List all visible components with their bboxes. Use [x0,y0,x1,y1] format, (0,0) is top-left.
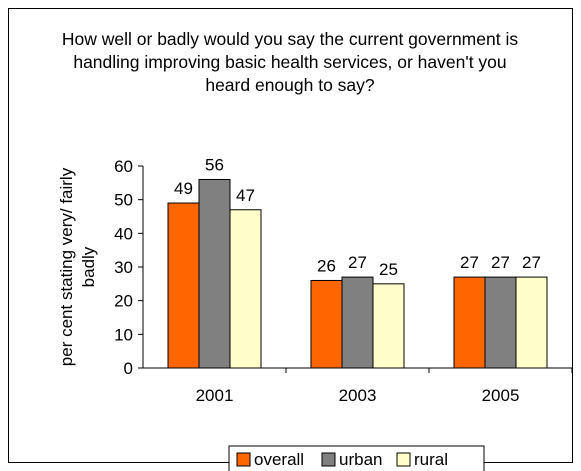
data-label-urban-2001: 56 [205,155,224,174]
legend-swatch-overall [236,452,251,467]
bar-overall-2005 [453,276,486,369]
y-tick-label: 10 [114,325,133,344]
y-tick-label: 60 [114,157,133,176]
y-axis-label-line-1: per cent stating very/ fairly [57,167,76,366]
bar-rural-2005 [515,276,548,369]
legend-label-rural: rural [414,450,448,469]
data-label-rural-2003: 25 [379,260,398,279]
bar-rural-2001 [229,209,262,369]
y-tick-label: 40 [114,224,133,243]
data-label-urban-2005: 27 [491,253,510,272]
y-tick-label: 20 [114,292,133,311]
bar-overall-2003 [310,279,343,369]
legend-label-overall: overall [254,450,304,469]
data-label-overall-2003: 26 [317,256,336,275]
category-label-2005: 2005 [482,386,520,405]
data-label-rural-2005: 27 [522,253,541,272]
y-tick-label: 50 [114,191,133,210]
chart-frame [8,8,573,463]
bar-overall-2001 [167,202,200,369]
y-tick-label: 0 [124,359,133,378]
data-label-overall-2005: 27 [460,253,479,272]
legend-swatch-urban [321,452,336,467]
chart-title: How well or badly would you say the curr… [61,29,519,95]
legend-swatch-rural [396,452,411,467]
data-label-urban-2003: 27 [348,253,367,272]
bar-rural-2003 [372,283,405,369]
legend-label-urban: urban [339,450,382,469]
category-label-2001: 2001 [196,386,234,405]
bar-urban-2005 [484,276,517,369]
bar-urban-2003 [341,276,374,369]
y-axis-label-line-2: badly [79,246,98,287]
category-label-2003: 2003 [339,386,377,405]
legend-box [228,445,485,471]
bar-urban-2001 [198,178,231,369]
data-label-rural-2001: 47 [236,186,255,205]
data-label-overall-2001: 49 [174,179,193,198]
y-tick-label: 30 [114,258,133,277]
